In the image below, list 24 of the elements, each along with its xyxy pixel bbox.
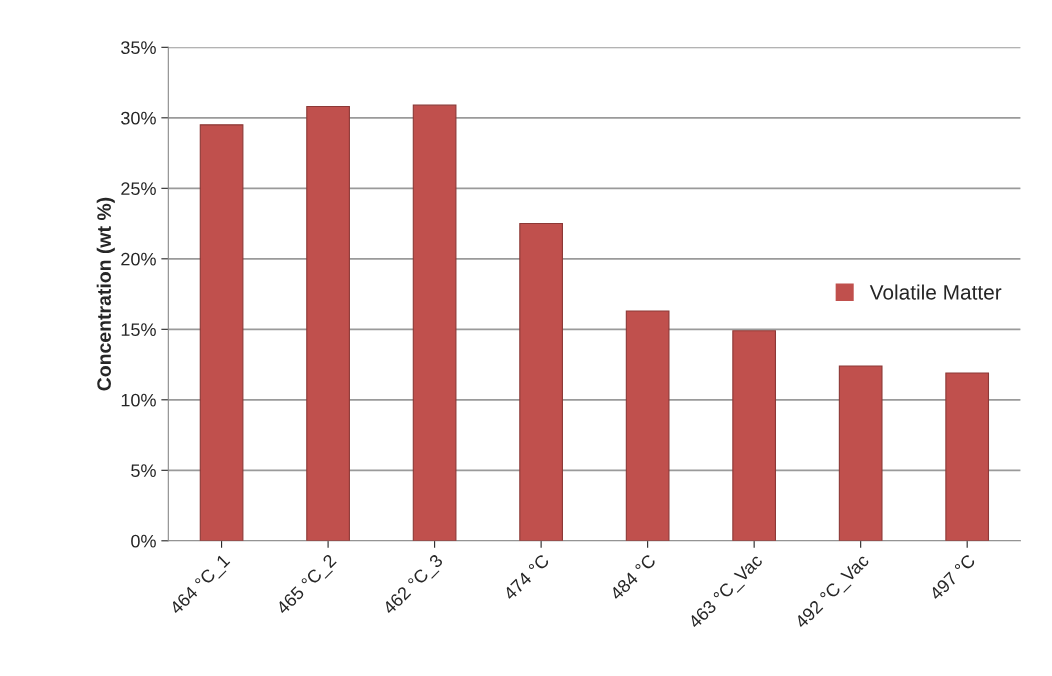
y-axis-title: Concentration (wt %) <box>96 197 115 391</box>
legend-label: Volatile Matter <box>869 284 1002 300</box>
bar <box>838 365 883 541</box>
y-tick-label: 30% <box>121 111 156 125</box>
bar <box>199 124 244 541</box>
bar <box>732 330 777 541</box>
y-tick-label: 25% <box>121 182 156 196</box>
y-tick-label: 35% <box>121 41 156 55</box>
x-tick-label: 497 °C <box>928 553 977 601</box>
y-tick-label: 0% <box>131 534 156 548</box>
bar <box>945 372 990 541</box>
y-tick-label: 10% <box>121 393 156 407</box>
x-tick-label: 465 °C_2 <box>275 553 340 618</box>
y-tick-label: 5% <box>131 464 156 478</box>
bar <box>412 104 457 541</box>
x-tick-label: 484 °C <box>609 553 657 601</box>
bar <box>306 105 350 541</box>
bar <box>519 223 563 541</box>
x-tick-label: 462 °C_3 <box>381 553 446 618</box>
bar <box>625 310 670 541</box>
y-tick-label: 15% <box>121 323 156 337</box>
x-tick-label: 464 °C_1 <box>168 553 233 618</box>
x-tick-label: 474 °C <box>502 553 551 601</box>
y-tick-label: 20% <box>121 252 156 266</box>
